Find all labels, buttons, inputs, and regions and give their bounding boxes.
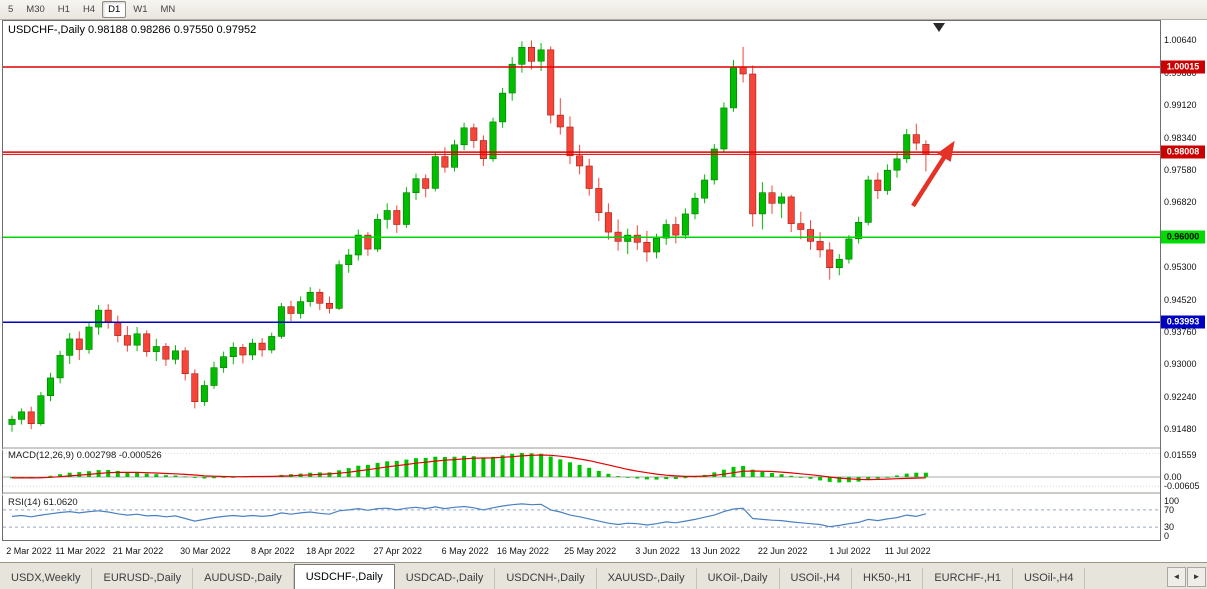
- date-axis-label: 30 Mar 2022: [180, 546, 231, 556]
- macd-indicator-label: MACD(12,26,9) 0.002798 -0.000526: [8, 450, 162, 461]
- date-axis-label: 22 Jun 2022: [757, 546, 808, 556]
- chart-tab-eurchf-h1[interactable]: EURCHF-,H1: [923, 568, 1013, 589]
- chart-tab-eurusd-daily[interactable]: EURUSD-,Daily: [92, 568, 194, 589]
- price-line-label-1.00015: 1.00015: [1161, 60, 1205, 74]
- price-axis-label: 0.98340: [1164, 132, 1197, 143]
- price-line-label-0.98008: 0.98008: [1161, 145, 1205, 159]
- chart-tab-usoil-h4[interactable]: USOil-,H4: [1013, 568, 1086, 589]
- timeframe-button-m30[interactable]: M30: [26, 4, 45, 15]
- chart-tab-usdchf-daily[interactable]: USDCHF-,Daily: [293, 564, 395, 589]
- timeframe-button-h1[interactable]: H1: [57, 4, 70, 15]
- chart-tab-usdcnh-daily[interactable]: USDCNH-,Daily: [495, 568, 597, 589]
- price-axis-label: 0.92240: [1164, 391, 1197, 402]
- timeframe-toolbar: 5 M30 H1 H4 D1 W1 MN: [0, 0, 1207, 20]
- date-axis-label: 13 Jun 2022: [690, 546, 741, 556]
- date-axis-label: 2 Mar 2022: [6, 546, 52, 556]
- date-axis-label: 8 Apr 2022: [250, 546, 295, 556]
- rsi-axis-label: 0: [1164, 531, 1170, 541]
- date-axis-label: 21 Mar 2022: [112, 546, 164, 556]
- chart-tab-audusd-daily[interactable]: AUDUSD-,Daily: [193, 568, 294, 589]
- chart-tab-ukoil-daily[interactable]: UKOil-,Daily: [697, 568, 780, 589]
- date-axis-label: 11 Jul 2022: [884, 546, 931, 556]
- rsi-indicator-label: RSI(14) 61.0620: [8, 497, 78, 508]
- rsi-axis-label: 70: [1164, 504, 1175, 515]
- timeframe-button-h4[interactable]: H4: [82, 4, 96, 15]
- date-axis-label: 6 May 2022: [441, 546, 489, 556]
- rsi-axis-label: 100: [1164, 496, 1180, 506]
- date-axis-label: 25 May 2022: [564, 546, 617, 556]
- macd-axis-label: 0.00: [1164, 472, 1182, 482]
- trend-arrow: [911, 140, 955, 208]
- chart-tab-usdcad-daily[interactable]: USDCAD-,Daily: [395, 568, 496, 589]
- price-line-label-0.93993: 0.93993: [1161, 315, 1205, 329]
- timeframe-button-w1[interactable]: W1: [133, 4, 148, 15]
- price-line-label-0.96000: 0.96000: [1161, 230, 1205, 244]
- tabs-scroll-right-button[interactable]: ►: [1187, 567, 1206, 587]
- date-axis-label: 11 Mar 2022: [55, 546, 106, 556]
- price-axis-label: 0.94520: [1164, 294, 1197, 305]
- chart-plot-area[interactable]: [0, 0, 1207, 561]
- chart-tab-usdx-weekly[interactable]: USDX,Weekly: [0, 568, 93, 589]
- chart-tabs-bar: USDX,Weekly EURUSD-,Daily AUDUSD-,Daily USD…: [0, 562, 1207, 589]
- date-axis-label: 16 May 2022: [496, 546, 549, 556]
- price-axis-label: 1.00640: [1164, 35, 1197, 46]
- chart-shift-marker: [933, 23, 945, 32]
- date-axis-label: 3 Jun 2022: [635, 546, 680, 556]
- price-axis-label: 0.93000: [1164, 359, 1197, 370]
- macd-axis-label: -0.00605: [1164, 481, 1200, 492]
- tabs-scroll-left-button[interactable]: ◄: [1167, 567, 1186, 587]
- date-axis-label: 1 Jul 2022: [829, 546, 871, 556]
- macd-axis-label: 0.01559: [1164, 450, 1197, 460]
- chart-tab-usoil-h4[interactable]: USOil-,H4: [780, 568, 853, 589]
- timeframe-button-d1[interactable]: D1: [102, 1, 127, 18]
- date-axis-label: 18 Apr 2022: [306, 546, 355, 556]
- chart-symbol-title: USDCHF-,Daily 0.98188 0.98286 0.97550 0.…: [8, 24, 257, 36]
- price-axis-label: 0.93760: [1164, 327, 1197, 338]
- price-axis-label: 0.99120: [1164, 99, 1197, 110]
- chart-tab-hk50-h1[interactable]: HK50-,H1: [852, 568, 924, 589]
- date-axis-label: 27 Apr 2022: [373, 546, 423, 556]
- timeframe-button-5[interactable]: 5: [8, 4, 14, 15]
- rsi-axis-label: 30: [1164, 522, 1175, 533]
- chart-tab-xauusd-daily[interactable]: XAUUSD-,Daily: [597, 568, 697, 589]
- price-axis-label: 0.91480: [1164, 423, 1197, 434]
- price-axis-label: 0.95300: [1164, 261, 1197, 272]
- timeframe-button-mn[interactable]: MN: [160, 4, 176, 15]
- price-axis-label: 0.97580: [1164, 165, 1197, 176]
- price-axis-label: 0.96820: [1164, 197, 1197, 208]
